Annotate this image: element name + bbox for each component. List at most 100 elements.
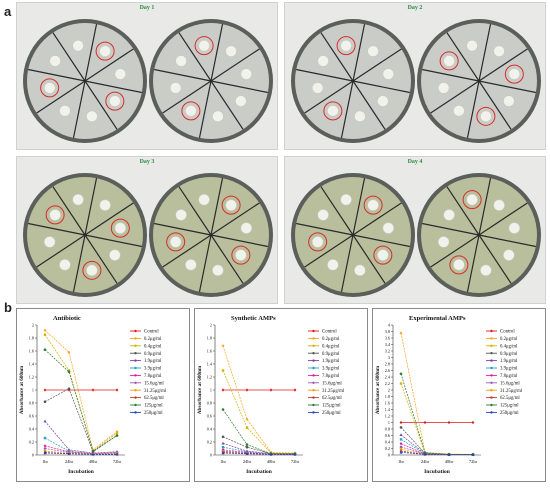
data-point — [43, 333, 47, 336]
data-point — [67, 388, 71, 392]
y-tick-label: 0.2 — [207, 440, 212, 445]
dish-divider-line — [296, 222, 354, 236]
inhibition-zone-ring — [40, 78, 60, 98]
data-point — [43, 447, 47, 450]
chart-title: Antibiotic — [53, 315, 81, 322]
legend-marker — [312, 411, 315, 414]
agar-well — [240, 222, 253, 234]
dish-divider-line — [210, 234, 268, 248]
x-tick-label: 72hr — [469, 459, 478, 464]
dish-divider-line — [304, 234, 354, 268]
legend-label: 0.9μg/ml — [144, 352, 162, 357]
y-tick-label: 3.8 — [385, 329, 390, 334]
inhibition-zone-ring — [373, 245, 393, 265]
dish-divider-line — [446, 186, 480, 236]
day-1-label: Day 1 — [139, 5, 155, 11]
chart-experimental-amps: Experimental AMPs 0 0.2 0.4 0.6 0.8 1 1.2 1.4 1.6… — [372, 308, 546, 482]
dish-divider-line — [478, 202, 528, 236]
legend-label: 0.4μg/ml — [322, 344, 340, 349]
agar-well — [114, 222, 127, 234]
data-point — [115, 431, 119, 435]
y-tick-label: 1.2 — [29, 375, 34, 380]
legend-label: 31.25μg/ml — [144, 389, 167, 394]
y-tick-label: 1.6 — [207, 349, 212, 354]
inhibition-zone-ring — [476, 106, 496, 126]
dish-divider-line — [210, 178, 224, 236]
legend-label: 0.2μg/ml — [500, 337, 518, 342]
data-point — [221, 369, 225, 372]
agar-well — [453, 105, 465, 117]
agar-well — [311, 82, 324, 94]
x-tick-label: 1hr — [398, 459, 405, 464]
dish-divider-line — [340, 234, 354, 292]
dish-divider-line — [84, 234, 142, 248]
legend-label: 250μg/ml — [500, 411, 519, 416]
legend-marker — [134, 329, 137, 333]
agar-well — [49, 209, 61, 221]
y-tick-label: 1 — [210, 388, 212, 393]
y-tick-label: 0.4 — [207, 427, 213, 432]
legend-label: 125μg/ml — [144, 404, 163, 409]
data-point — [43, 419, 47, 423]
data-point — [399, 372, 403, 376]
legend-label: 7.8μg/ml — [500, 374, 518, 379]
data-point — [43, 388, 47, 392]
data-point — [399, 445, 403, 449]
agar-well — [212, 110, 224, 123]
y-tick-label: 1.2 — [207, 375, 212, 380]
chart-experimental-amps-svg: Experimental AMPs 0 0.20.4 0.60.8 11.2 1.41.6… — [375, 315, 523, 475]
data-point — [399, 450, 403, 454]
dish-divider-line — [422, 222, 480, 236]
series-line — [222, 452, 295, 455]
dish-divider-line — [154, 222, 212, 236]
legend-marker — [134, 337, 137, 340]
y-tick-label: 3.6 — [385, 336, 390, 341]
y-tick-label: 0.2 — [29, 440, 34, 445]
dish-divider-line — [352, 234, 410, 248]
agar-well — [86, 264, 98, 277]
agar-well — [327, 259, 339, 271]
dish-divider-line — [352, 234, 386, 284]
agar-well — [382, 222, 395, 234]
dish-divider-line — [304, 80, 354, 114]
legend-label: 62.5μg/ml — [144, 396, 164, 401]
y-tick-label: 0 — [210, 453, 212, 458]
legend-marker — [134, 411, 137, 414]
day-3-quadrant: Day 3 — [16, 156, 278, 304]
data-point — [471, 453, 475, 456]
agar-well — [175, 55, 187, 67]
dish-divider-line — [198, 80, 212, 138]
legend-marker — [490, 337, 493, 340]
y-tick-label: 4 — [388, 323, 391, 328]
dish-divider-line — [320, 32, 354, 82]
dish-divider-line — [154, 68, 212, 82]
x-axis-label: Incubation — [68, 469, 94, 475]
legend-label: 15.6μg/ml — [322, 381, 342, 386]
agar-well — [169, 82, 182, 94]
data-point — [221, 451, 225, 455]
y-axis-label: Absorbance at 600nm — [19, 365, 25, 414]
panel-b-label: b — [4, 300, 12, 315]
x-tick-label: 24hr — [243, 459, 252, 464]
data-point — [399, 442, 403, 446]
legend-label: 0.9μg/ml — [322, 352, 340, 357]
series-line — [44, 445, 118, 455]
dish-divider-line — [178, 186, 212, 236]
series-line — [222, 409, 295, 455]
y-tick-label: 0 — [32, 453, 34, 458]
x-tick-label: 1hr — [220, 459, 227, 464]
series-line — [222, 345, 296, 454]
data-point — [91, 388, 95, 392]
day-3-plates — [23, 173, 273, 297]
legend-marker — [134, 389, 137, 392]
dish-divider-line — [478, 24, 492, 82]
agar-well — [377, 95, 389, 107]
agar-well — [225, 199, 237, 211]
legend-label: 15.6μg/ml — [144, 381, 164, 386]
agar-well — [317, 209, 329, 221]
y-tick-label: 0.4 — [385, 440, 391, 445]
data-point — [399, 382, 403, 385]
legend-label: 0.2μg/ml — [322, 337, 340, 342]
y-tick-label: 0.6 — [29, 414, 34, 419]
y-tick-label: 2.8 — [385, 362, 390, 367]
